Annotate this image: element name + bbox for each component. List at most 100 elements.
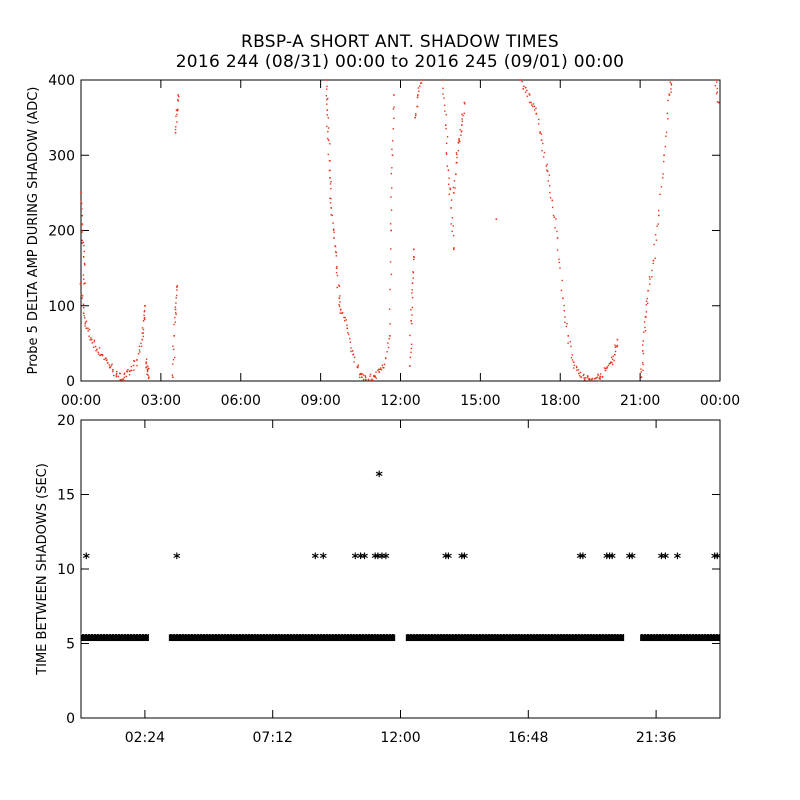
- data-dot-branch-21: [642, 352, 645, 355]
- data-dot-branch-10: [371, 378, 373, 381]
- data-dot-branch-17: [571, 359, 574, 361]
- data-dot-branch-14: [451, 216, 454, 219]
- data-point-branch-12: [411, 282, 414, 284]
- data-point-branch-09: [325, 79, 327, 81]
- data-dot-branch-02: [145, 358, 148, 360]
- data-dot-branch-17: [575, 365, 578, 368]
- data-dot-branch-00: [133, 369, 135, 371]
- data-point-branch-17: [551, 199, 554, 202]
- data-dot-branch-09: [341, 311, 344, 314]
- data-dot-branch-14: [449, 188, 451, 191]
- data-dot-branch-19: [606, 367, 608, 369]
- data-dot-branch-21: [665, 135, 667, 137]
- data-point-branch-21: [640, 376, 643, 379]
- data-dot-branch-09: [329, 143, 331, 145]
- data-dot-branch-03b: [174, 128, 177, 131]
- data-dot-branch-00: [89, 339, 91, 341]
- data-dot-branch-00: [130, 365, 133, 368]
- data-dot-branch-17: [538, 123, 540, 125]
- data-dot-branch-00: [129, 370, 131, 372]
- data-point-branch-03b: [177, 94, 179, 96]
- data-dot-branch-09: [362, 374, 365, 376]
- data-dot-branch-09: [334, 245, 336, 247]
- data-dot-branch-03: [172, 363, 174, 365]
- asterisk-point: *: [458, 551, 466, 567]
- data-dot-branch-09: [329, 183, 332, 185]
- data-dot-branch-21: [640, 368, 642, 370]
- data-dot-branch-03b: [175, 115, 177, 118]
- data-dot-branch-00: [133, 359, 135, 362]
- data-dot-branch-10: [375, 377, 377, 379]
- data-dot-branch-19: [600, 373, 602, 375]
- data-point-branch-00: [96, 348, 98, 351]
- data-dot-branch-02: [147, 374, 149, 376]
- data-dot-branch-00: [142, 335, 144, 338]
- asterisk-point: *: [711, 551, 719, 567]
- data-dot-branch-10: [389, 288, 391, 291]
- data-point-branch-09: [330, 207, 333, 209]
- x-tick-label: 03:00: [141, 393, 181, 409]
- data-dot-branch-09: [329, 169, 331, 172]
- data-dot-branch-09: [330, 197, 332, 200]
- data-dot-branch-00: [94, 345, 97, 348]
- data-dot-branch-10: [387, 346, 390, 349]
- plot-frame-0: [80, 79, 721, 382]
- data-dot-branch-10: [390, 172, 392, 175]
- data-dot-branch-21: [648, 276, 651, 278]
- data-dot-branch-19: [607, 364, 610, 367]
- data-dot-branch-17: [542, 156, 545, 158]
- data-dot-branch-14: [448, 177, 450, 179]
- y-tick-label: 20: [57, 413, 75, 429]
- data-dot-branch-12b: [420, 82, 423, 84]
- data-dot-branch-14b: [453, 180, 456, 182]
- data-dot-branch-00: [143, 314, 145, 316]
- data-dot-branch-03: [174, 311, 177, 314]
- data-dot-branch-21: [670, 82, 672, 85]
- data-dot-branch-03: [176, 289, 178, 291]
- asterisk-point: *: [579, 551, 587, 567]
- data-dot-branch-14b: [461, 113, 463, 115]
- data-dot-branch-19: [612, 355, 614, 357]
- data-dot-branch-00: [79, 282, 82, 285]
- data-point-branch-00b: [80, 192, 82, 194]
- data-dot-branch-14: [450, 199, 453, 201]
- data-dot-branch-17: [556, 249, 559, 251]
- data-dot-branch-10: [373, 374, 375, 377]
- data-dot-branch-14: [448, 193, 450, 195]
- data-dot-branch-00: [85, 320, 88, 322]
- data-dot-branch-00: [84, 321, 87, 323]
- baseline-band-3: [640, 634, 720, 642]
- data-point-branch-19: [616, 338, 619, 341]
- data-dot-branch-02: [145, 366, 147, 369]
- data-dot-branch-19: [606, 366, 608, 368]
- data-point-branch-19: [614, 353, 616, 356]
- data-dot-branch-09: [346, 324, 348, 326]
- data-point-branch-19: [610, 361, 612, 363]
- data-dot-branch-00: [136, 364, 138, 367]
- data-dot-branch-19: [614, 346, 617, 348]
- data-dot-branch-10: [378, 368, 380, 371]
- data-dot-branch-14b: [464, 103, 466, 105]
- data-dot-branch-00: [123, 372, 126, 374]
- data-dot-branch-00: [142, 332, 145, 334]
- data-dot-branch-19: [609, 362, 612, 365]
- data-dot-branch-17: [567, 342, 569, 344]
- data-dot-branch-10: [392, 128, 395, 130]
- data-dot-branch-09: [350, 350, 352, 353]
- data-dot-branch-17: [558, 261, 561, 264]
- data-dot-branch-21: [670, 88, 672, 90]
- data-dot-branch-00b: [82, 274, 85, 276]
- data-point-branch-00: [101, 353, 104, 356]
- data-dot-branch-17: [591, 377, 594, 380]
- x-tick-label: 00:00: [700, 393, 740, 409]
- data-dot-branch-00: [84, 317, 86, 319]
- data-dot-branch-21: [654, 257, 656, 260]
- data-point-branch-00: [144, 304, 146, 307]
- data-dot-branch-21: [665, 131, 668, 134]
- data-point-branch-19: [604, 369, 607, 372]
- data-point-branch-00: [112, 368, 114, 371]
- data-dot-branch-19: [615, 345, 618, 348]
- data-dot-branch-19: [601, 376, 603, 378]
- data-dot-branch-17: [521, 80, 523, 83]
- y-tick-label: 200: [48, 224, 75, 240]
